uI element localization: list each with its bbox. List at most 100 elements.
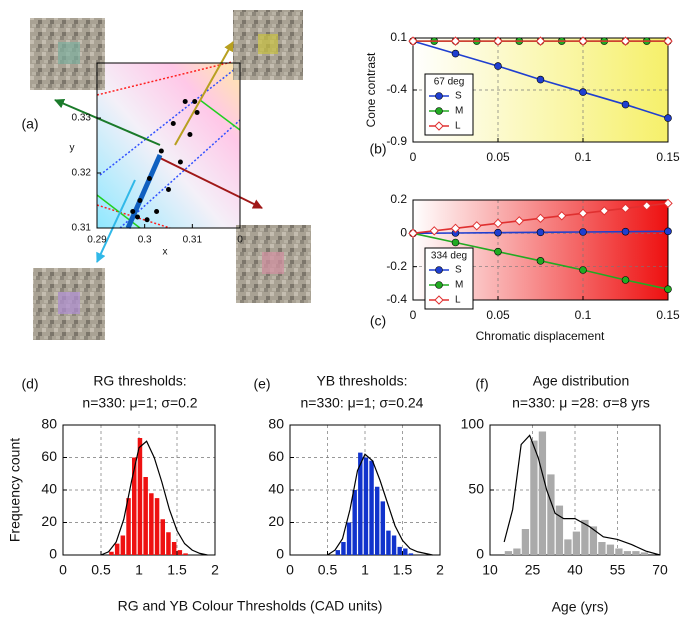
bar — [109, 551, 114, 555]
data-point — [135, 214, 141, 220]
bar — [555, 505, 564, 555]
bar — [564, 539, 572, 555]
data-point — [535, 36, 546, 46]
bar — [160, 519, 165, 555]
legend-marker — [434, 295, 444, 305]
legend-marker — [435, 92, 443, 100]
x-tick-label: 1 — [135, 562, 143, 578]
bar — [143, 477, 148, 555]
x-tick-label: 55 — [610, 562, 626, 578]
data-point — [664, 285, 672, 293]
stimulus-target — [258, 34, 278, 54]
x-tick-label: 10 — [482, 562, 498, 578]
x-axis-label: Chromatic displacement — [476, 329, 605, 343]
bar — [572, 531, 581, 555]
x-tick-label: 0.05 — [486, 150, 510, 164]
y-axis-label: Cone contrast — [364, 52, 378, 127]
bar — [598, 542, 606, 555]
data-point — [578, 208, 588, 219]
bar — [615, 548, 623, 555]
bar — [504, 551, 513, 555]
bar — [149, 493, 154, 555]
y-tick-label: 20 — [41, 513, 57, 529]
plot-frame — [96, 62, 241, 229]
data-point — [187, 132, 193, 137]
bar — [513, 548, 521, 555]
y-tick-label: 0 — [49, 546, 57, 562]
y-tick-label: -0.2 — [386, 259, 407, 273]
x-tick-label: 2 — [211, 562, 219, 578]
data-point — [146, 176, 152, 181]
bar — [171, 542, 177, 555]
data-point — [535, 213, 546, 224]
bar — [166, 532, 171, 555]
x-tick-label: 0.05 — [486, 308, 510, 322]
x-tick-label: 0.5 — [318, 562, 338, 578]
data-point — [664, 114, 672, 122]
y-tick-label: -0.9 — [386, 134, 407, 148]
bar — [386, 530, 391, 555]
data-point — [158, 148, 164, 154]
direction-arrow — [125, 153, 163, 230]
chart-title: YB thresholds: — [316, 373, 407, 389]
data-point — [494, 247, 502, 256]
y-tick-label: 100 — [461, 416, 485, 432]
bar — [183, 553, 188, 555]
bar — [403, 548, 408, 555]
bar — [547, 474, 555, 555]
y-tick-label: -0.4 — [386, 292, 407, 306]
data-point — [620, 36, 631, 46]
data-point — [472, 221, 482, 231]
y-tick-label: 0.2 — [390, 192, 407, 206]
data-point — [493, 36, 503, 46]
bar — [623, 551, 632, 555]
legend-label: L — [455, 121, 461, 132]
x-tick-label: 0.31 — [183, 235, 203, 246]
y-tick-label: 40 — [268, 481, 284, 497]
x-tick-label: 25 — [525, 562, 541, 578]
y-tick-label: 0.31 — [72, 223, 92, 234]
stimulus-target — [58, 292, 80, 314]
data-point — [579, 88, 587, 96]
data-point — [642, 201, 652, 211]
legend-marker — [435, 266, 443, 274]
y-tick-label: 40 — [41, 481, 57, 497]
data-point — [194, 110, 200, 115]
data-point — [536, 257, 545, 265]
y-tick-label: 0.1 — [390, 30, 407, 44]
bar — [408, 553, 414, 555]
fit-curve — [503, 434, 661, 556]
y-tick-label: 80 — [41, 416, 57, 432]
x-tick-label: 0.3 — [138, 235, 152, 246]
chromaticity-background — [97, 63, 240, 228]
data-point — [130, 209, 136, 214]
x-tick-label: 1.5 — [393, 562, 413, 578]
bar — [380, 501, 386, 555]
bar — [177, 550, 183, 555]
x-tick-label: 1 — [361, 562, 369, 578]
guide-line — [199, 99, 241, 131]
x-axis-label: x — [163, 247, 168, 258]
data-point — [536, 75, 545, 84]
legend-title: 67 deg — [434, 77, 465, 88]
legend-marker — [434, 121, 444, 131]
bar — [581, 519, 589, 555]
x-tick-label: 70 — [652, 562, 668, 578]
legend-box — [424, 247, 474, 310]
bar — [369, 460, 374, 555]
panel-label: (a) — [21, 116, 38, 132]
y-tick-label: 60 — [268, 448, 284, 464]
data-point — [451, 49, 460, 58]
stimulus-target — [262, 252, 284, 274]
data-point — [663, 36, 673, 46]
x-tick-label: 0.1 — [575, 308, 592, 322]
bar — [521, 529, 530, 555]
data-point — [170, 121, 176, 126]
y-tick-label: 0 — [276, 546, 284, 562]
data-point — [154, 209, 160, 214]
legend: 67 deg SML — [424, 73, 474, 136]
x-tick-label: 0.5 — [91, 562, 111, 578]
legend-label: L — [455, 295, 461, 306]
guide-line — [99, 64, 241, 176]
